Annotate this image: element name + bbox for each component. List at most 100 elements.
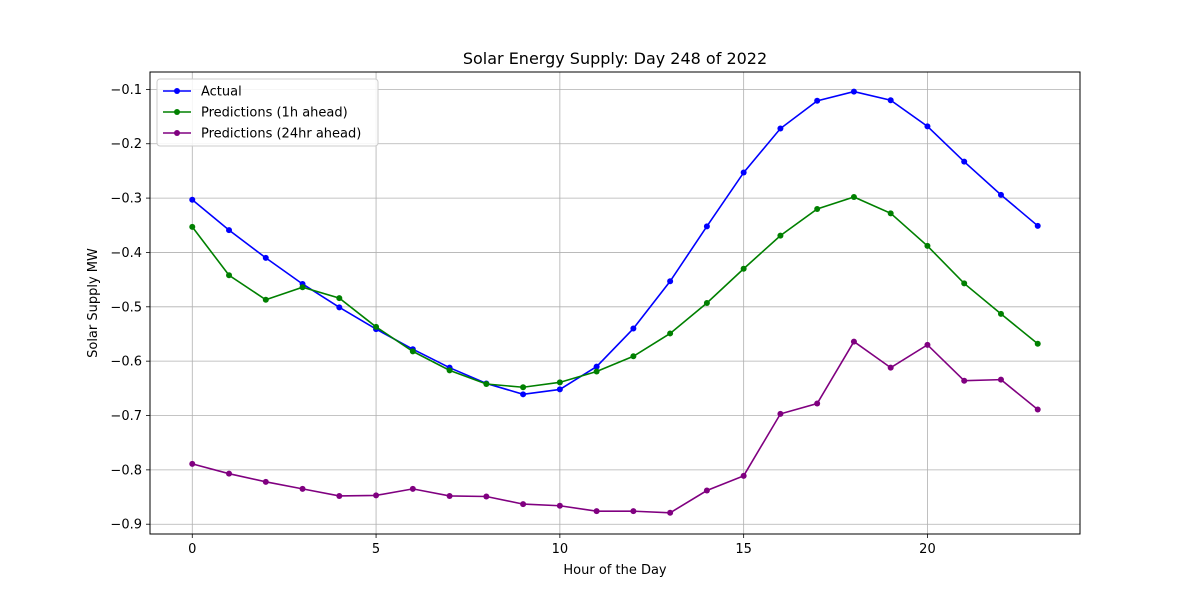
data-point <box>336 492 343 499</box>
y-tick-label: −0.5 <box>110 300 142 315</box>
grid <box>150 72 1080 534</box>
data-point <box>961 377 968 384</box>
y-tick-label: −0.8 <box>110 463 142 478</box>
x-tick-label: 15 <box>735 542 752 557</box>
legend-swatch-marker <box>174 130 180 136</box>
plot-frame <box>149 71 1081 535</box>
data-point <box>997 191 1004 198</box>
data-point <box>777 232 784 239</box>
data-point <box>336 295 343 302</box>
y-tick-label: −0.1 <box>110 83 142 98</box>
data-point <box>520 391 527 398</box>
y-tick-label: −0.3 <box>110 192 142 207</box>
y-tick-label: −0.9 <box>110 518 142 533</box>
data-point <box>593 363 600 370</box>
legend-item: Predictions (1h ahead) <box>163 106 348 121</box>
data-point <box>777 125 784 132</box>
data-point <box>740 472 747 479</box>
data-point <box>556 386 563 393</box>
data-point <box>262 296 269 303</box>
data-point <box>703 223 710 230</box>
y-axis-label: Solar Supply MW <box>86 248 101 358</box>
legend-label: Predictions (24hr ahead) <box>201 127 361 142</box>
data-point <box>226 470 233 477</box>
data-point <box>777 410 784 417</box>
data-point <box>887 97 894 104</box>
data-point <box>520 384 527 391</box>
data-point <box>189 460 196 467</box>
data-point <box>226 272 233 279</box>
data-point <box>593 508 600 515</box>
series-line <box>192 340 1039 514</box>
data-point <box>887 364 894 371</box>
y-tick-label: −0.7 <box>110 409 142 424</box>
data-point <box>520 501 527 508</box>
legend-label: Predictions (1h ahead) <box>201 106 348 121</box>
data-point <box>373 323 380 330</box>
data-point <box>850 194 857 201</box>
y-tick-label: −0.2 <box>110 137 142 152</box>
legend-label: Actual <box>201 85 242 100</box>
data-point <box>924 242 931 249</box>
data-point <box>262 478 269 485</box>
data-point <box>887 210 894 217</box>
chart-title: Solar Energy Supply: Day 248 of 2022 <box>463 49 767 68</box>
x-tick-label: 10 <box>552 542 569 557</box>
data-point <box>262 254 269 261</box>
data-point <box>703 487 710 494</box>
data-point <box>814 205 821 212</box>
axis-ticks: 0 5 10 15 20 −0.9 −0.8 −0.7 −0.6 −0.5 −0.4 −0.3 −0.2… <box>110 83 935 557</box>
data-point <box>373 492 380 499</box>
legend-swatch-marker <box>174 88 180 94</box>
data-point <box>630 508 637 515</box>
data-point <box>446 367 453 374</box>
data-point <box>630 353 637 360</box>
series-line <box>191 90 1039 396</box>
data-point <box>409 348 416 355</box>
data-point <box>997 376 1004 383</box>
data-point <box>703 300 710 306</box>
data-point <box>299 284 306 291</box>
data-point <box>189 223 196 230</box>
data-point <box>226 227 233 234</box>
legend: Actual Predictions (1h ahead) Predictions … <box>156 78 379 147</box>
data-point <box>483 493 490 500</box>
data-point <box>630 325 637 332</box>
data-point <box>997 310 1004 317</box>
data-point <box>814 97 821 104</box>
data-point <box>740 169 747 176</box>
data-point <box>483 380 490 387</box>
data-point <box>409 485 416 492</box>
data-point <box>667 509 674 516</box>
x-tick-label: 0 <box>188 542 196 557</box>
series-1 <box>189 88 1041 398</box>
data-point <box>740 265 747 272</box>
data-point <box>961 158 968 165</box>
data-point <box>924 123 931 130</box>
data-point <box>1034 406 1041 413</box>
data-point <box>667 330 674 337</box>
data-point <box>961 280 968 287</box>
legend-item: Actual <box>163 85 242 100</box>
data-point <box>299 485 306 492</box>
data-point <box>850 338 857 345</box>
series-3 <box>189 338 1041 516</box>
data-point <box>189 196 196 203</box>
data-point <box>924 341 931 348</box>
y-tick-label: −0.4 <box>110 246 142 261</box>
legend-box <box>156 78 379 147</box>
data-point <box>667 278 674 285</box>
series-line <box>191 196 1039 389</box>
data-point <box>446 492 453 499</box>
x-tick-label: 20 <box>919 542 936 557</box>
series-layer <box>189 88 1041 516</box>
data-point <box>556 379 563 386</box>
series-2 <box>189 194 1041 391</box>
legend-item: Predictions (24hr ahead) <box>163 127 361 142</box>
x-tick-label: 5 <box>372 542 380 557</box>
data-point <box>1034 222 1041 229</box>
y-tick-label: −0.6 <box>110 355 142 370</box>
data-point <box>850 88 857 95</box>
data-point <box>814 400 821 407</box>
x-axis-label: Hour of the Day <box>563 563 667 578</box>
